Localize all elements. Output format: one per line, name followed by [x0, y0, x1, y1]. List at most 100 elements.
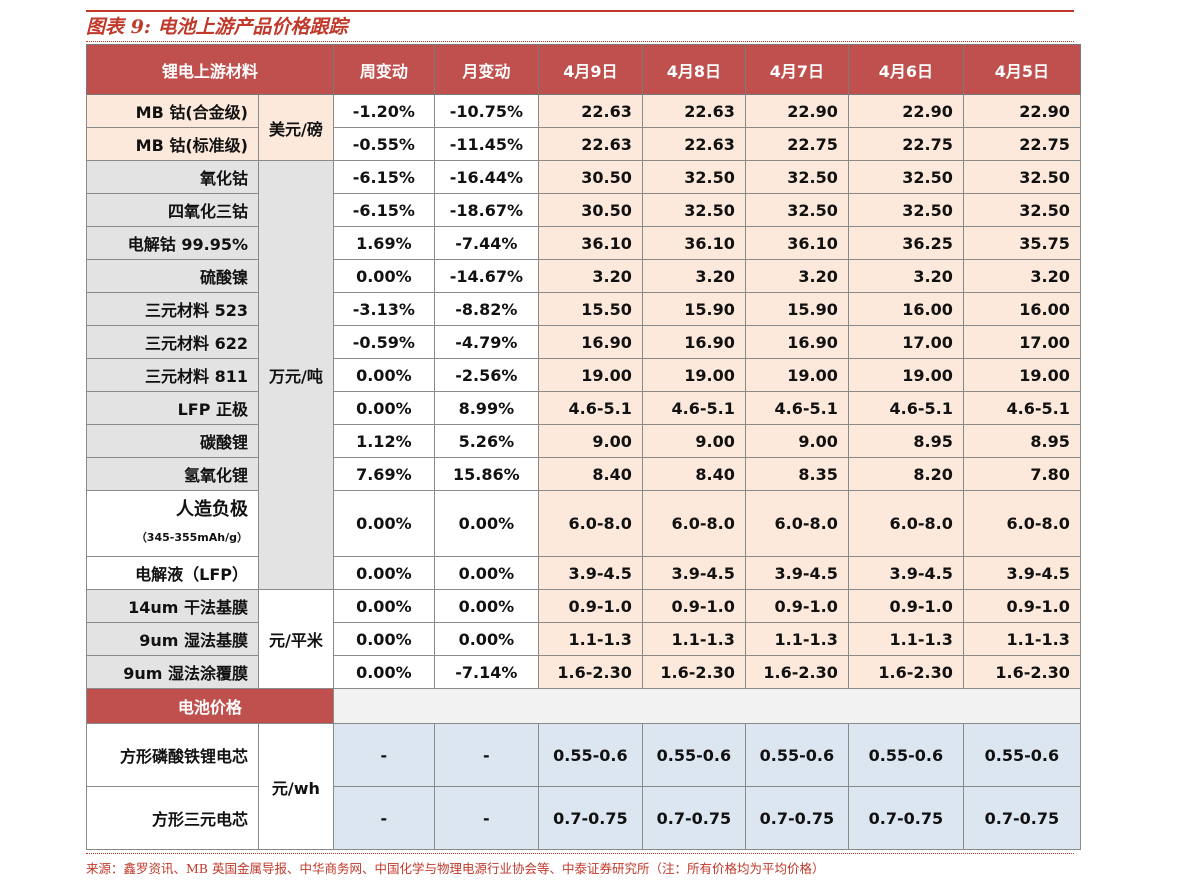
table-row: 碳酸锂 1.12% 5.26% 9.00 9.00 9.00 8.95 8.95: [86, 424, 1081, 458]
price-cell: 32.50: [641, 160, 746, 194]
week-change: 0.00%: [332, 655, 435, 689]
table-row: 氢氧化锂 7.69% 15.86% 8.40 8.40 8.35 8.20 7.80: [86, 457, 1081, 491]
figure-title: 图表 9: 电池上游产品价格跟踪: [86, 16, 348, 38]
table-row: MB 钴(合金级) 美元/磅 -1.20% -10.75% 22.63 22.63 22.9…: [86, 94, 1081, 161]
price-cell: 32.50: [641, 193, 746, 227]
price-cell: 8.40: [537, 457, 643, 491]
week-change: 0.00%: [332, 589, 435, 623]
table-row: 三元材料 622 -0.59% -4.79% 16.90 16.90 16.90 17.00…: [86, 325, 1081, 359]
material-name: MB 钴(标准级): [86, 127, 259, 161]
price-cell: 3.9-4.5: [744, 556, 849, 590]
price-cell: 3.20: [744, 259, 849, 293]
month-change: 5.26%: [433, 424, 539, 458]
week-change: -0.55%: [332, 127, 435, 161]
price-cell: 30.50: [537, 160, 643, 194]
price-cell: 1.1-1.3: [962, 622, 1081, 656]
price-cell: 4.6-5.1: [847, 391, 964, 425]
price-cell: 6.0-8.0: [962, 490, 1081, 557]
price-cell: 22.63: [537, 94, 643, 128]
month-change: -2.56%: [433, 358, 539, 392]
price-cell: 0.7-0.75: [641, 786, 746, 850]
price-cell: 22.75: [847, 127, 964, 161]
price-cell: 0.7-0.75: [847, 786, 964, 850]
month-change: -11.45%: [433, 127, 539, 161]
col-header-date: 4月7日: [744, 44, 849, 95]
col-header-date: 4月6日: [847, 44, 964, 95]
month-change: 8.99%: [433, 391, 539, 425]
header-row: 锂电上游材料 周变动 月变动 4月9日 4月8日 4月7日 4月6日 4月5日: [86, 44, 1081, 95]
table-row: 方形三元电芯 - -0.7-0.75 0.7-0.75 0.7-0.75 0.7-0.75…: [86, 786, 1081, 850]
month-change: -16.44%: [433, 160, 539, 194]
price-cell: 3.9-4.5: [641, 556, 746, 590]
price-cell: 1.6-2.30: [537, 655, 643, 689]
material-name: 14um 干法基膜: [86, 589, 259, 623]
price-cell: 9.00: [744, 424, 849, 458]
price-cell: 0.55-0.6: [962, 723, 1081, 787]
price-cell: 22.90: [962, 94, 1081, 128]
price-cell: 1.1-1.3: [641, 622, 746, 656]
price-cell: 22.63: [537, 127, 643, 161]
price-cell: 17.00: [962, 325, 1081, 359]
section-fill: [332, 688, 1081, 724]
title-underline: [86, 41, 1074, 42]
week-change: 1.69%: [332, 226, 435, 260]
price-cell: 6.0-8.0: [847, 490, 964, 557]
source-note: 来源：鑫罗资讯、MB 英国金属导报、中华商务网、中国化学与物理电源行业协会等、中…: [86, 861, 825, 876]
bottom-rule: [86, 853, 1074, 854]
price-cell: 6.0-8.0: [537, 490, 643, 557]
table-row: 方形磷酸铁锂电芯 元/wh - -0.55-0.6 0.55-0.6 0.55-0.6 0.…: [86, 723, 1081, 850]
unit-cell: 美元/磅: [258, 94, 334, 161]
material-name: 碳酸锂: [86, 424, 259, 458]
price-cell: 3.9-4.5: [962, 556, 1081, 590]
price-cell: 32.50: [962, 193, 1081, 227]
table-row: 9um 湿法基膜 0.00% 0.00% 1.1-1.3 1.1-1.3 1.1-1.3 1…: [86, 622, 1081, 656]
price-cell: 6.0-8.0: [744, 490, 849, 557]
week-change: -6.15%: [332, 193, 435, 227]
table-row: 人造负极 （345-355mAh/g） 0.00% 0.00% 6.0-8.0 6.0-8…: [86, 490, 1081, 557]
week-change: -: [332, 786, 435, 850]
price-cell: 32.50: [962, 160, 1081, 194]
week-change: 7.69%: [332, 457, 435, 491]
material-name: LFP 正极: [86, 391, 259, 425]
price-cell: 8.40: [641, 457, 746, 491]
price-cell: 15.90: [744, 292, 849, 326]
price-cell: 3.9-4.5: [537, 556, 643, 590]
unit-cell: 元/wh: [258, 723, 334, 850]
month-change: 0.00%: [433, 490, 539, 557]
top-rule: [86, 10, 1074, 12]
month-change: -10.75%: [433, 94, 539, 128]
price-cell: 16.90: [744, 325, 849, 359]
price-cell: 0.7-0.75: [744, 786, 849, 850]
price-cell: 30.50: [537, 193, 643, 227]
table-row: MB 钴(标准级) -0.55% -11.45% 22.63 22.63 22.75 22.…: [86, 127, 1081, 161]
material-name: 硫酸镍: [86, 259, 259, 293]
battery-name: 方形三元电芯: [86, 786, 259, 850]
price-cell: 3.20: [641, 259, 746, 293]
price-cell: 16.00: [847, 292, 964, 326]
price-cell: 0.55-0.6: [744, 723, 849, 787]
month-change: -: [433, 786, 539, 850]
price-cell: 1.6-2.30: [744, 655, 849, 689]
price-cell: 9.00: [641, 424, 746, 458]
table-row: 电解钴 99.95% 1.69% -7.44% 36.10 36.10 36.10 36.2…: [86, 226, 1081, 260]
material-name: MB 钴(合金级): [86, 94, 259, 128]
material-name: 三元材料 622: [86, 325, 259, 359]
col-header-material: 锂电上游材料: [86, 44, 334, 95]
price-cell: 3.9-4.5: [847, 556, 964, 590]
material-name: 四氧化三钴: [86, 193, 259, 227]
week-change: -: [332, 723, 435, 787]
table-row: LFP 正极 0.00% 8.99% 4.6-5.1 4.6-5.1 4.6-5.1 4.6…: [86, 391, 1081, 425]
week-change: -6.15%: [332, 160, 435, 194]
price-cell: 32.50: [744, 193, 849, 227]
price-cell: 22.90: [847, 94, 964, 128]
price-cell: 4.6-5.1: [744, 391, 849, 425]
material-spec: （345-355mAh/g）: [135, 531, 248, 544]
price-cell: 16.90: [641, 325, 746, 359]
price-cell: 32.50: [847, 193, 964, 227]
unit-cell: 元/平米: [258, 589, 334, 689]
week-change: -3.13%: [332, 292, 435, 326]
week-change: 1.12%: [332, 424, 435, 458]
price-cell: 7.80: [962, 457, 1081, 491]
price-cell: 16.90: [537, 325, 643, 359]
price-cell: 4.6-5.1: [537, 391, 643, 425]
